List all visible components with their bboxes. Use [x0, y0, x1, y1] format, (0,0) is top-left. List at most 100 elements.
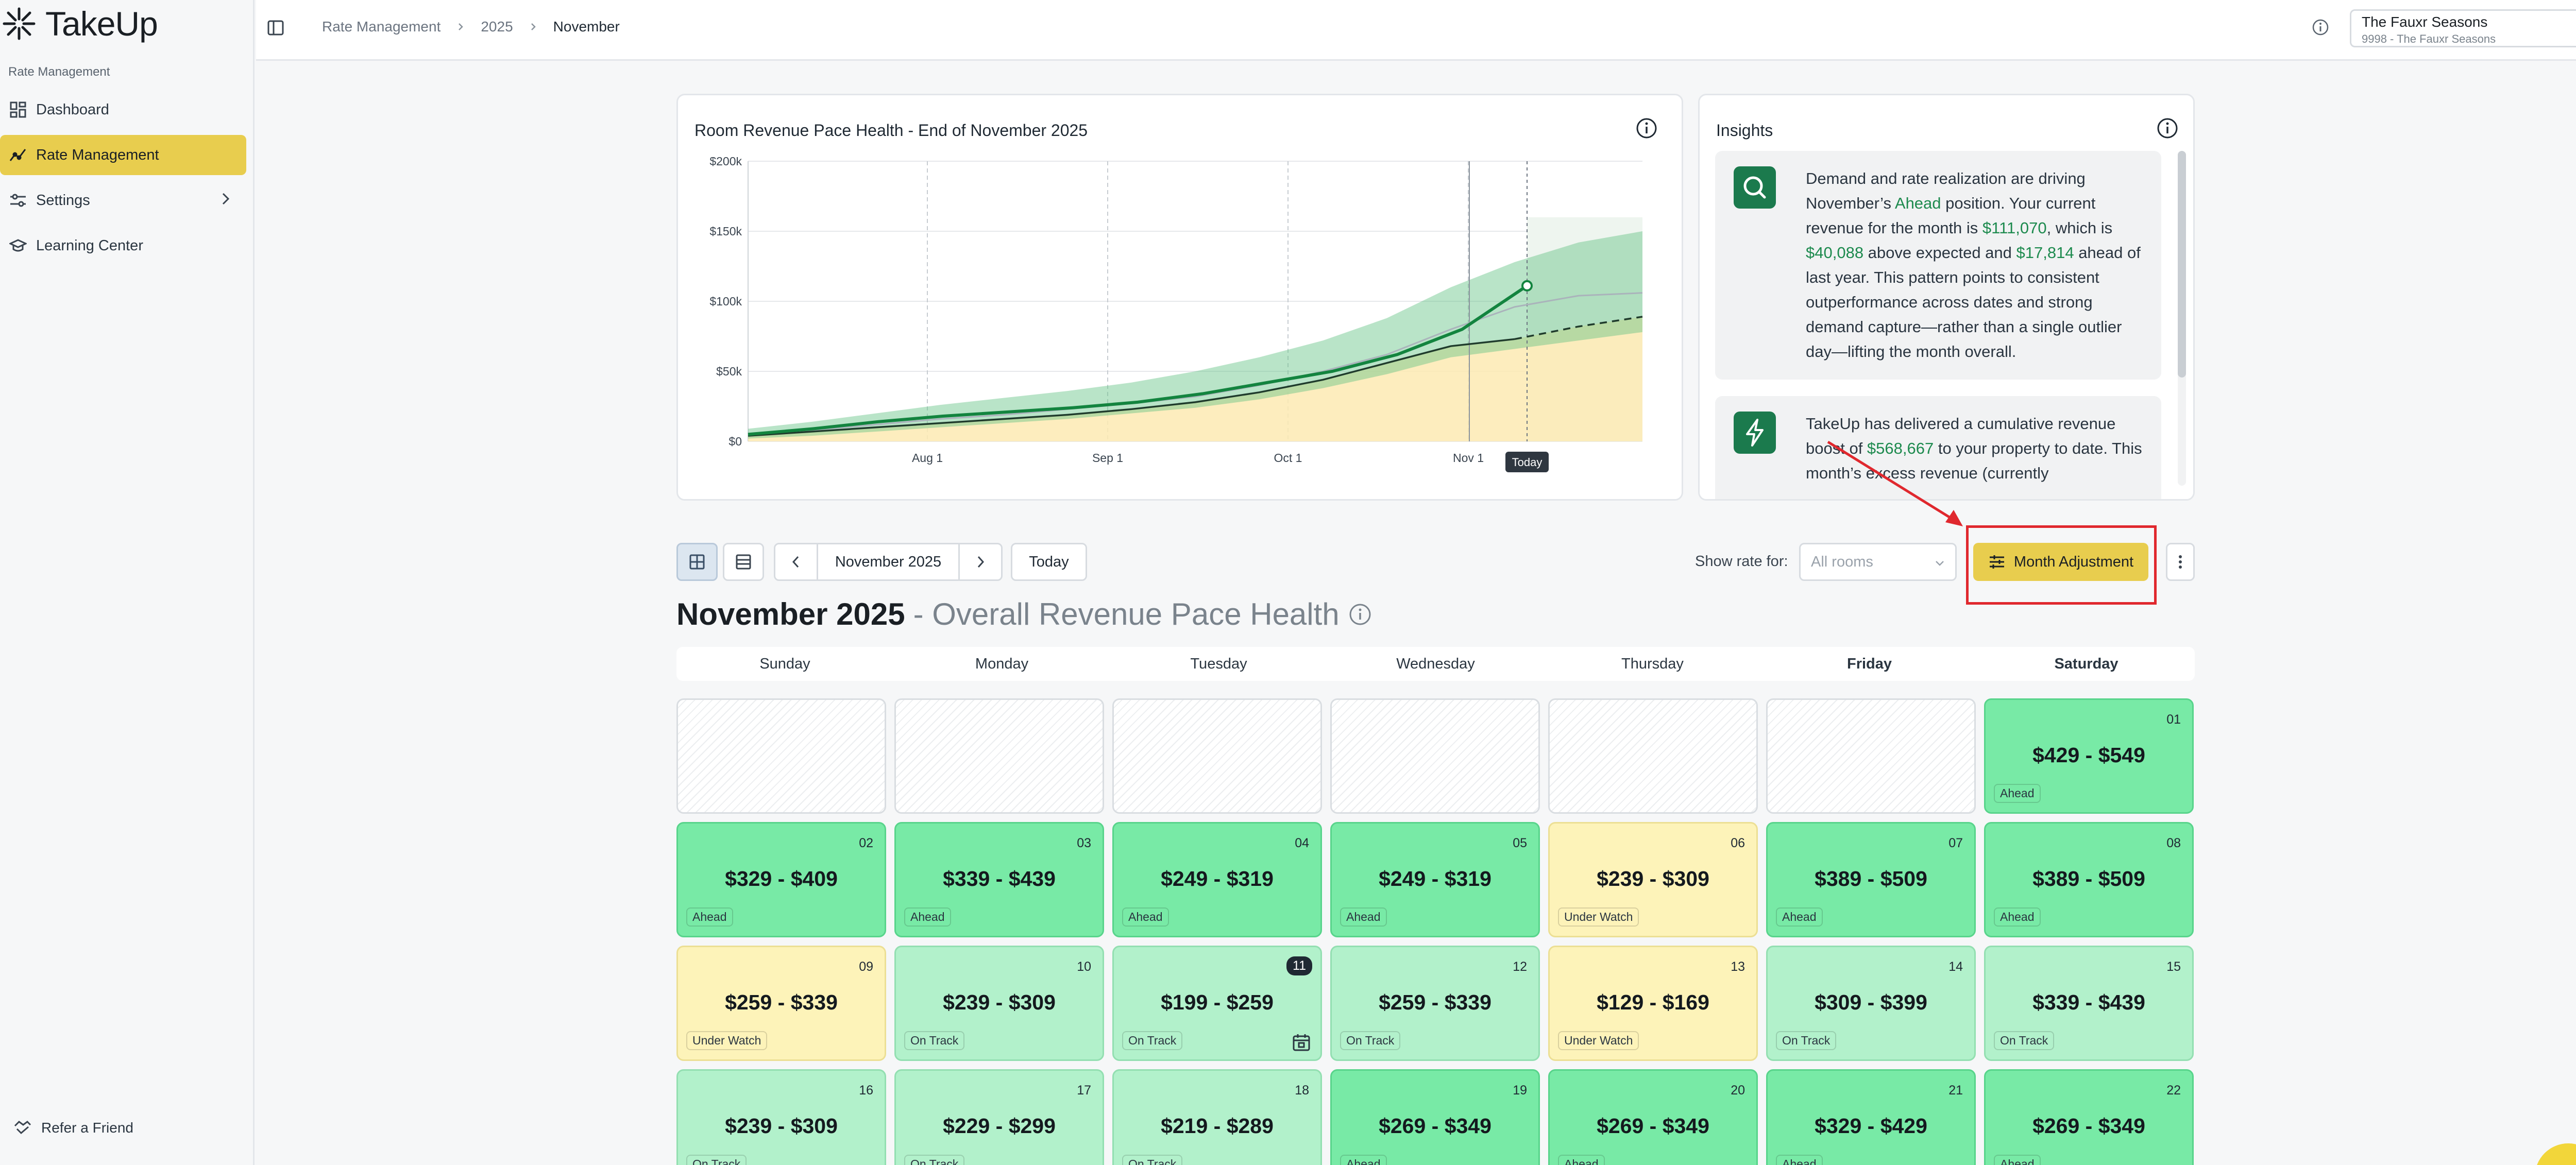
current-month-label[interactable]: November 2025 [817, 543, 960, 581]
more-options-button[interactable] [2166, 543, 2195, 581]
y-tick-label: $100k [709, 295, 742, 308]
rate-range: $389 - $509 [1815, 867, 1927, 890]
day-number: 08 [2166, 836, 2181, 850]
info-icon[interactable] [2156, 117, 2179, 140]
status-badge: On Track [1122, 1031, 1183, 1050]
day-number: 05 [1513, 836, 1527, 850]
calendar-day-cell[interactable]: 15 $339 - $439 On Track [1984, 946, 2194, 1061]
calendar-empty-cell [894, 698, 1104, 814]
sidebar-section-label: Rate Management [8, 65, 110, 79]
today-button[interactable]: Today [1011, 543, 1087, 581]
sliders-icon [10, 194, 26, 207]
scrollbar-thumb[interactable] [2178, 151, 2186, 378]
day-number: 13 [1731, 960, 1745, 974]
insight-highlight: $111,070 [1982, 219, 2047, 237]
weekday-thursday: Thursday [1621, 656, 1684, 672]
calendar-day-cell[interactable]: 14 $309 - $399 On Track [1766, 946, 1976, 1061]
calendar-day-cell[interactable]: 17 $229 - $299 On Track [894, 1069, 1104, 1165]
sidebar-item-label: Learning Center [36, 237, 143, 254]
rate-range: $269 - $349 [1379, 1114, 1492, 1138]
weekday-monday: Monday [975, 656, 1029, 672]
insight-highlight: Ahead [1894, 194, 1941, 212]
calendar-day-cell[interactable]: 02 $329 - $409 Ahead [676, 822, 886, 937]
calendar-day-cell[interactable]: 09 $259 - $339 Under Watch [676, 946, 886, 1061]
calendar-day-cell[interactable]: 06 $239 - $309 Under Watch [1548, 822, 1758, 937]
month-adjustment-button[interactable]: Month Adjustment [1973, 543, 2148, 581]
day-number: 20 [1731, 1083, 1745, 1098]
page-title-month: November 2025 [676, 597, 905, 631]
x-tick-label: Oct 1 [1274, 451, 1302, 465]
calendar-day-cell[interactable]: 01 $429 - $549 Ahead [1984, 698, 2194, 814]
calendar-day-cell[interactable]: 22 $269 - $349 Ahead [1984, 1069, 2194, 1165]
calendar-day-cell[interactable]: 07 $389 - $509 Ahead [1766, 822, 1976, 937]
rate-range: $259 - $339 [1379, 990, 1492, 1014]
breadcrumb-current: November [553, 19, 620, 35]
rate-range: $389 - $509 [2032, 867, 2145, 890]
calendar-day-cell[interactable]: 13 $129 - $169 Under Watch [1548, 946, 1758, 1061]
sidebar-toggle-icon[interactable] [266, 19, 285, 37]
calendar-day-cell[interactable]: 16 $239 - $309 On Track [676, 1069, 886, 1165]
breadcrumb-year[interactable]: 2025 [481, 19, 513, 35]
prev-month-button[interactable] [774, 543, 818, 581]
weekday-saturday: Saturday [2054, 656, 2119, 672]
list-view-button[interactable] [723, 543, 764, 581]
insights-card: Insights Demand and rate realization are… [1698, 94, 2195, 501]
chevron-right-icon [222, 193, 230, 205]
sunburst-logo-icon [3, 7, 36, 40]
refer-a-friend-link[interactable]: Refer a Friend [13, 1119, 133, 1137]
takeup-logo[interactable]: TakeUp [0, 3, 158, 44]
calendar-empty-cell [676, 698, 886, 814]
sidebar-item-learning-center[interactable]: Learning Center [0, 226, 246, 266]
rate-range: $259 - $339 [725, 990, 838, 1014]
calendar-day-cell[interactable]: 11 $199 - $259 On Track [1112, 946, 1322, 1061]
next-month-button[interactable] [958, 543, 1003, 581]
calendar-event-icon[interactable] [1292, 1033, 1311, 1052]
status-badge: On Track [1340, 1031, 1401, 1050]
calendar-day-cell[interactable]: 10 $239 - $309 On Track [894, 946, 1104, 1061]
day-number: 14 [1948, 960, 1963, 974]
breadcrumb-rate-management[interactable]: Rate Management [322, 19, 441, 35]
chevron-left-icon [792, 556, 799, 568]
calendar-day-cell[interactable]: 08 $389 - $509 Ahead [1984, 822, 2194, 937]
status-badge: Ahead [1340, 907, 1387, 927]
day-number: 02 [859, 836, 873, 850]
status-badge: On Track [904, 1155, 965, 1165]
calendar-day-cell[interactable]: 03 $339 - $439 Ahead [894, 822, 1104, 937]
info-icon[interactable] [1635, 117, 1658, 140]
rate-range: $309 - $399 [1815, 990, 1927, 1014]
insight-demand: Demand and rate realization are driving … [1715, 151, 2161, 380]
calendar-day-cell[interactable]: 19 $269 - $349 Ahead [1330, 1069, 1540, 1165]
calendar-day-cell[interactable]: 04 $249 - $319 Ahead [1112, 822, 1322, 937]
chevron-right-icon [459, 23, 464, 30]
chevron-up-down-icon [2574, 21, 2576, 38]
calendar-empty-cell [1112, 698, 1322, 814]
calendar-day-cell[interactable]: 12 $259 - $339 On Track [1330, 946, 1540, 1061]
calendar-day-cell[interactable]: 18 $219 - $289 On Track [1112, 1069, 1322, 1165]
x-tick-label: Aug 1 [912, 451, 943, 465]
current-revenue-point [1521, 280, 1533, 292]
calendar-day-cell[interactable]: 05 $249 - $319 Ahead [1330, 822, 1540, 937]
sidebar-item-dashboard[interactable]: Dashboard [0, 90, 246, 130]
sidebar-item-rate-management[interactable]: Rate Management [0, 135, 246, 175]
status-badge: Ahead [1776, 1155, 1823, 1165]
info-icon[interactable] [1348, 602, 1372, 627]
day-number: 21 [1948, 1083, 1963, 1098]
weekday-tuesday: Tuesday [1190, 656, 1247, 672]
rate-range: $219 - $289 [1161, 1114, 1274, 1138]
rate-range: $199 - $259 [1161, 990, 1274, 1014]
rate-range: $239 - $309 [943, 990, 1056, 1014]
calendar-day-cell[interactable]: 20 $269 - $349 Ahead [1548, 1069, 1758, 1165]
sidebar-item-settings[interactable]: Settings [0, 180, 246, 220]
insight-highlight: $17,814 [2016, 244, 2074, 262]
topbar: Rate Management 2025 November The Fauxr … [256, 0, 2576, 61]
insights-title: Insights [1716, 121, 1773, 140]
chat-fab[interactable] [2535, 1143, 2576, 1165]
status-badge: Ahead [1558, 1155, 1605, 1165]
status-badge: Ahead [904, 907, 951, 927]
grid-view-button[interactable] [676, 543, 718, 581]
info-icon[interactable] [2312, 19, 2329, 36]
property-select[interactable]: The Fauxr Seasons 9998 - The Fauxr Seaso… [2350, 9, 2576, 47]
search-icon [1734, 166, 1776, 209]
rooms-select[interactable]: All rooms [1799, 543, 1957, 581]
calendar-day-cell[interactable]: 21 $329 - $429 Ahead [1766, 1069, 1976, 1165]
